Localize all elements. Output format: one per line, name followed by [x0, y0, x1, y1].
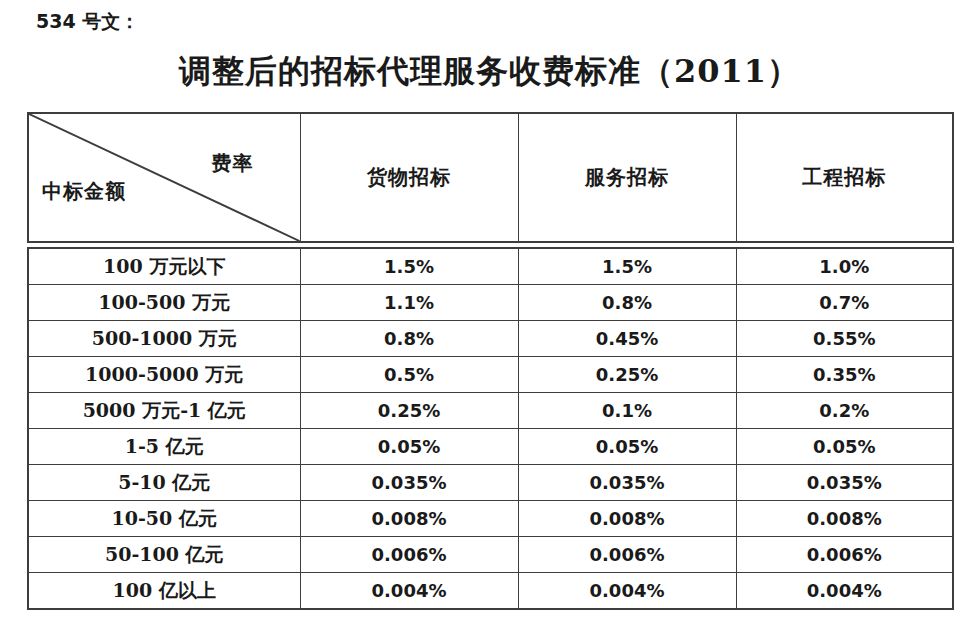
- fee-cell: 0.035%: [736, 465, 953, 501]
- fee-cell: 0.004%: [300, 573, 518, 610]
- column-header-services: 服务招标: [518, 113, 736, 242]
- fee-cell: 0.8%: [300, 321, 518, 357]
- row-label: 100 亿以上: [28, 573, 300, 610]
- fee-cell: 0.25%: [300, 393, 518, 429]
- fee-cell: 1.0%: [736, 248, 953, 285]
- fee-cell: 0.004%: [518, 573, 736, 610]
- fee-cell: 0.008%: [300, 501, 518, 537]
- fee-cell: 0.7%: [736, 285, 953, 321]
- row-label: 100 万元以下: [28, 248, 300, 285]
- table-row: 5-10 亿元 0.035% 0.035% 0.035%: [28, 465, 953, 501]
- fee-cell: 0.008%: [518, 501, 736, 537]
- row-label: 1000-5000 万元: [28, 357, 300, 393]
- fee-cell: 0.2%: [736, 393, 953, 429]
- corner-cell: 费率 中标金额: [28, 113, 300, 242]
- document-page: 534 号文： 调整后的招标代理服务收费标准（2011） 费率 中标金额 货物招…: [0, 0, 979, 629]
- fee-cell: 0.006%: [300, 537, 518, 573]
- row-label: 5-10 亿元: [28, 465, 300, 501]
- table-row: 100 亿以上 0.004% 0.004% 0.004%: [28, 573, 953, 610]
- table-row: 100-500 万元 1.1% 0.8% 0.7%: [28, 285, 953, 321]
- fee-cell: 0.25%: [518, 357, 736, 393]
- fee-cell: 0.35%: [736, 357, 953, 393]
- fee-cell: 0.8%: [518, 285, 736, 321]
- table-row: 500-1000 万元 0.8% 0.45% 0.55%: [28, 321, 953, 357]
- header-row: 费率 中标金额 货物招标 服务招标 工程招标: [28, 113, 953, 242]
- fee-table: 费率 中标金额 货物招标 服务招标 工程招标 100 万元以下 1.5% 1.5…: [27, 112, 952, 610]
- fee-cell: 0.035%: [518, 465, 736, 501]
- doc-number-label: 534 号文：: [36, 9, 139, 35]
- row-label: 500-1000 万元: [28, 321, 300, 357]
- table-row: 50-100 亿元 0.006% 0.006% 0.006%: [28, 537, 953, 573]
- fee-cell: 0.5%: [300, 357, 518, 393]
- row-label: 1-5 亿元: [28, 429, 300, 465]
- fee-cell: 0.05%: [736, 429, 953, 465]
- table-row: 5000 万元-1 亿元 0.25% 0.1% 0.2%: [28, 393, 953, 429]
- fee-cell: 0.035%: [300, 465, 518, 501]
- fee-table-header: 费率 中标金额 货物招标 服务招标 工程招标: [27, 112, 954, 243]
- row-label: 10-50 亿元: [28, 501, 300, 537]
- row-label: 5000 万元-1 亿元: [28, 393, 300, 429]
- fee-cell: 0.006%: [518, 537, 736, 573]
- fee-cell: 0.006%: [736, 537, 953, 573]
- table-row: 1-5 亿元 0.05% 0.05% 0.05%: [28, 429, 953, 465]
- fee-cell: 0.05%: [518, 429, 736, 465]
- fee-cell: 1.5%: [518, 248, 736, 285]
- fee-cell: 0.004%: [736, 573, 953, 610]
- fee-cell: 0.05%: [300, 429, 518, 465]
- fee-cell: 0.008%: [736, 501, 953, 537]
- column-header-goods: 货物招标: [300, 113, 518, 242]
- corner-label-rate: 费率: [212, 150, 254, 177]
- table-row: 100 万元以下 1.5% 1.5% 1.0%: [28, 248, 953, 285]
- fee-table-body: 100 万元以下 1.5% 1.5% 1.0% 100-500 万元 1.1% …: [27, 247, 954, 610]
- fee-cell: 1.5%: [300, 248, 518, 285]
- row-label: 50-100 亿元: [28, 537, 300, 573]
- row-label: 100-500 万元: [28, 285, 300, 321]
- fee-cell: 0.55%: [736, 321, 953, 357]
- fee-cell: 0.45%: [518, 321, 736, 357]
- fee-cell: 0.1%: [518, 393, 736, 429]
- page-title: 调整后的招标代理服务收费标准（2011）: [0, 50, 979, 94]
- table-row: 1000-5000 万元 0.5% 0.25% 0.35%: [28, 357, 953, 393]
- table-row: 10-50 亿元 0.008% 0.008% 0.008%: [28, 501, 953, 537]
- fee-cell: 1.1%: [300, 285, 518, 321]
- column-header-engineering: 工程招标: [736, 113, 953, 242]
- corner-label-amount: 中标金额: [42, 178, 126, 205]
